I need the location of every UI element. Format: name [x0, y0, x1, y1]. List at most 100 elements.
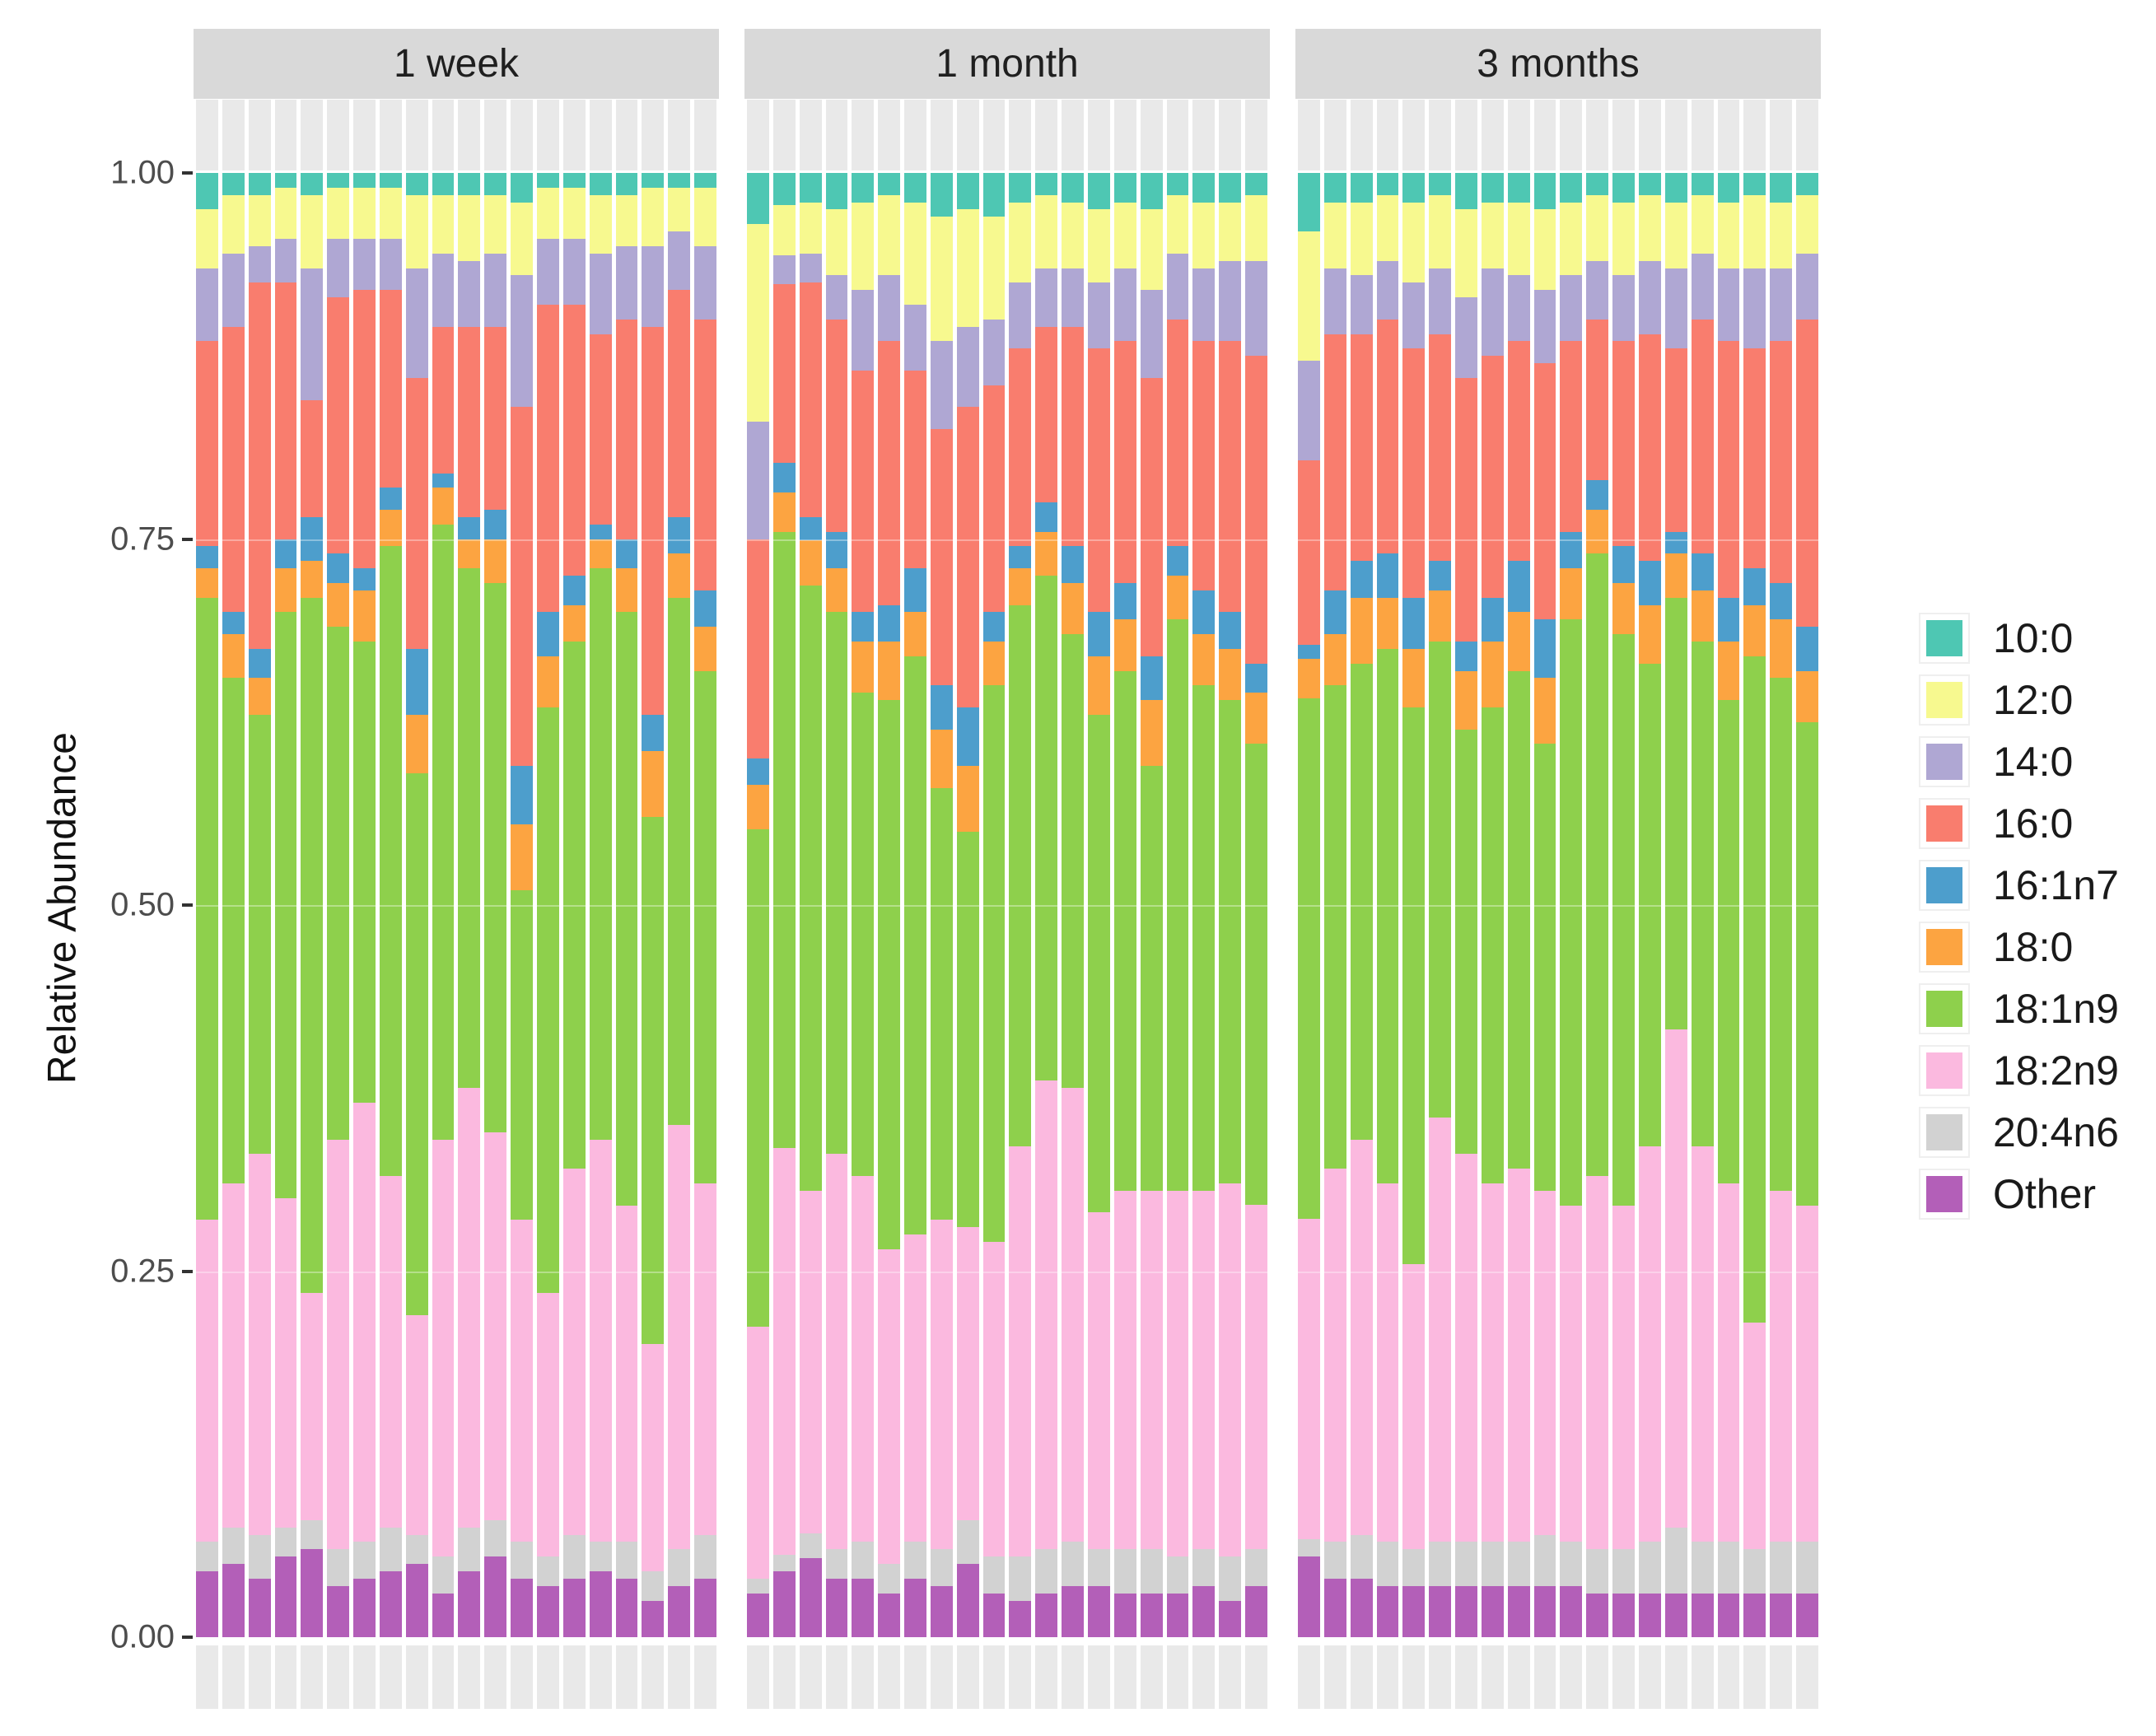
bar-segment-10:0: [615, 173, 638, 195]
bar-segment-10:0: [432, 173, 455, 195]
bar-segment-20:4n6: [248, 1534, 271, 1579]
bar-segment-18:0: [536, 656, 559, 707]
bar-segment-16:1n7: [1298, 644, 1320, 660]
bar-segment-20:4n6: [353, 1542, 376, 1579]
bar-segment-16:1n7: [1035, 502, 1058, 532]
bar-segment-18:0: [668, 553, 691, 598]
bar-segment-16:1n7: [1113, 582, 1136, 620]
bar-segment-14:0: [484, 253, 507, 327]
bar-segment-16:1n7: [1429, 561, 1452, 590]
bar-segment-Other: [1560, 1585, 1583, 1638]
bar-column: [852, 100, 875, 1709]
bar-segment-14:0: [1507, 275, 1530, 342]
bar-segment-18:1n9: [484, 582, 507, 1132]
bar-segment-18:0: [458, 539, 481, 569]
bar-segment-20:4n6: [904, 1542, 926, 1579]
bar-segment-18:0: [852, 641, 875, 693]
legend-item-16:1n7: 16:1n7: [1919, 858, 2119, 912]
bar-segment-18:2n9: [1062, 1088, 1084, 1542]
bar-segment-16:1n7: [353, 568, 376, 590]
panel-background-cell: [1009, 100, 1032, 170]
bar-segment-Other: [930, 1585, 953, 1638]
panel-background-cell: [1586, 100, 1609, 170]
bar-segment-20:4n6: [1166, 1556, 1189, 1594]
bar-segment-18:2n9: [982, 1241, 1006, 1557]
bar-segment-12:0: [1350, 202, 1373, 276]
bar-segment-Other: [1770, 1593, 1793, 1638]
stacked-bar: [222, 173, 245, 1638]
panel-background-cell: [1455, 1645, 1477, 1709]
bar-segment-16:0: [562, 305, 586, 576]
bar-column: [274, 100, 297, 1709]
bar-column: [1140, 100, 1163, 1709]
stacked-bar: [930, 173, 953, 1638]
bar-segment-18:2n9: [1796, 1205, 1818, 1542]
bar-segment-14:0: [668, 231, 691, 291]
legend: 10:0 12:0 14:0 16:0 16:1n7 18:0 18:1n9 18:2n9 20…: [1919, 611, 2119, 1229]
bar-segment-20:4n6: [274, 1527, 297, 1557]
panel-background-cell: [1664, 100, 1687, 170]
bar-segment-14:0: [353, 239, 376, 291]
bar-segment-20:4n6: [1664, 1527, 1687, 1594]
bar-segment-10:0: [1796, 173, 1818, 195]
stacked-bar: [878, 173, 901, 1638]
panel-background-cell: [825, 100, 848, 170]
legend-label: 16:1n7: [1993, 862, 2119, 908]
panel-background-cell: [327, 100, 350, 170]
bar-segment-20:4n6: [1691, 1542, 1714, 1594]
panel-background-cell: [1192, 100, 1216, 170]
bar-segment-18:2n9: [1507, 1169, 1530, 1542]
panel-background-cell: [852, 1645, 875, 1709]
y-tick-mark: [182, 171, 193, 175]
bar-segment-18:2n9: [1429, 1117, 1452, 1542]
bar-segment-14:0: [1612, 275, 1635, 342]
y-tick-mark: [182, 1636, 193, 1639]
bar-segment-18:2n9: [562, 1169, 586, 1535]
bar-segment-18:0: [1087, 656, 1110, 715]
bar-column: [458, 100, 481, 1709]
bar-segment-14:0: [694, 245, 716, 320]
panel-background-cell: [536, 1645, 559, 1709]
bar-segment-18:2n9: [668, 1124, 691, 1550]
bar-segment-16:1n7: [930, 685, 953, 730]
bar-segment-14:0: [1402, 282, 1426, 349]
bar-segment-18:2n9: [1638, 1146, 1661, 1542]
bar-segment-18:1n9: [1796, 721, 1818, 1206]
bar-column: [799, 100, 822, 1709]
bar-segment-18:1n9: [878, 700, 901, 1249]
bar-segment-16:1n7: [1638, 561, 1661, 605]
bar-segment-18:0: [1796, 670, 1818, 722]
bar-segment-Other: [878, 1593, 901, 1638]
bar-segment-18:1n9: [1717, 700, 1740, 1183]
bar-segment-16:0: [1612, 341, 1635, 547]
bar-segment-18:2n9: [1166, 1190, 1189, 1557]
bar-segment-20:4n6: [458, 1527, 481, 1572]
bar-segment-18:0: [1009, 568, 1032, 605]
facet-strip-1-month: 1 month: [744, 29, 1270, 99]
bar-segment-18:1n9: [1350, 663, 1373, 1140]
bar-segment-18:2n9: [1323, 1169, 1346, 1542]
bar-segment-16:0: [1166, 319, 1189, 547]
panel-background-cell: [1638, 100, 1661, 170]
bar-segment-10:0: [772, 173, 796, 206]
bar-segment-16:1n7: [589, 524, 612, 539]
bar-segment-14:0: [405, 268, 428, 378]
panel-background-cell: [1402, 100, 1426, 170]
bar-segment-16:0: [379, 290, 402, 488]
bar-segment-18:2n9: [1298, 1218, 1320, 1539]
bar-segment-16:0: [1507, 341, 1530, 562]
bar-segment-14:0: [1298, 360, 1320, 460]
bar-segment-18:2n9: [930, 1220, 953, 1550]
bar-segment-10:0: [1481, 173, 1504, 203]
bar-segment-14:0: [772, 254, 796, 285]
bar-segment-10:0: [799, 173, 822, 203]
bar-segment-16:1n7: [852, 612, 875, 642]
bar-column: [1062, 100, 1084, 1709]
y-tick-mark: [182, 903, 193, 907]
bar-segment-18:2n9: [1035, 1080, 1058, 1550]
bar-segment-16:1n7: [772, 463, 796, 492]
bar-segment-20:4n6: [1245, 1549, 1267, 1586]
bar-segment-10:0: [982, 173, 1006, 217]
bar-column: [825, 100, 848, 1709]
bar-segment-14:0: [904, 305, 926, 371]
